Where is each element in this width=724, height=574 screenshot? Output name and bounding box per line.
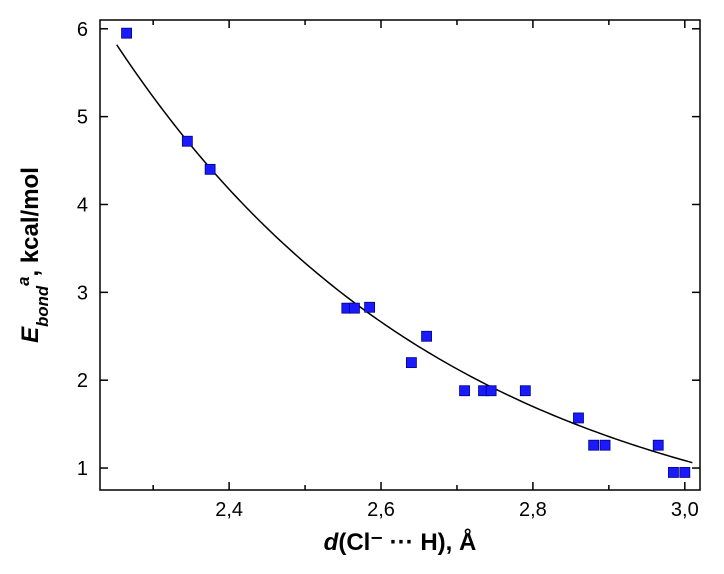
data-point: [422, 331, 432, 341]
data-point: [122, 28, 132, 38]
data-point: [600, 440, 610, 450]
data-point: [653, 440, 663, 450]
data-point: [205, 164, 215, 174]
data-point: [349, 303, 359, 313]
data-point: [668, 467, 678, 477]
x-tick-label: 2,6: [367, 499, 395, 521]
data-point: [365, 302, 375, 312]
data-point: [520, 386, 530, 396]
data-point: [486, 386, 496, 396]
data-point: [182, 136, 192, 146]
y-tick-label: 6: [77, 19, 88, 41]
x-tick-label: 2,4: [215, 499, 243, 521]
y-tick-label: 5: [77, 107, 88, 129]
data-point: [680, 467, 690, 477]
x-axis-label: d(Cl⁻ ··· H), Å: [324, 528, 477, 556]
x-tick-label: 3,0: [671, 499, 699, 521]
y-tick-label: 2: [77, 370, 88, 392]
x-tick-label: 2,8: [519, 499, 547, 521]
data-point: [573, 413, 583, 423]
chart-container: 2,42,62,83,0123456d(Cl⁻ ··· H), ÅEbonda,…: [0, 0, 724, 574]
y-tick-label: 1: [77, 458, 88, 480]
data-point: [406, 358, 416, 368]
data-point: [460, 386, 470, 396]
plot-background: [0, 0, 724, 574]
data-point: [589, 440, 599, 450]
y-tick-label: 4: [77, 194, 88, 216]
scatter-chart: 2,42,62,83,0123456d(Cl⁻ ··· H), ÅEbonda,…: [0, 0, 724, 574]
y-tick-label: 3: [77, 282, 88, 304]
